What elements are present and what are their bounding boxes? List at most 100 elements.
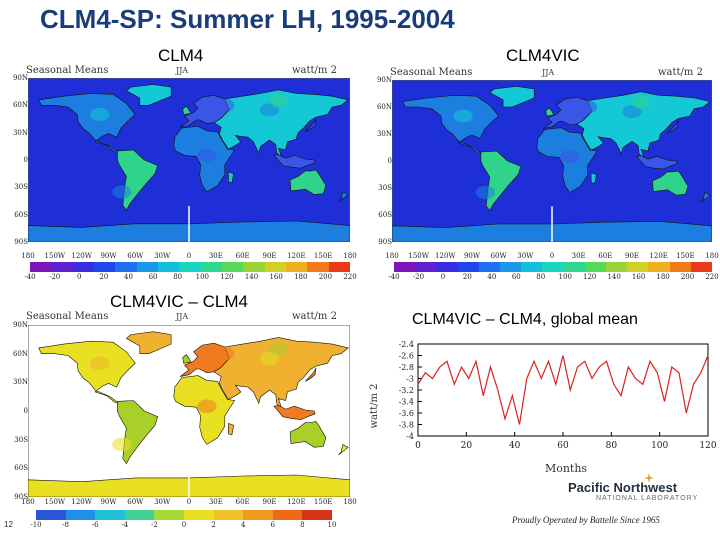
world-map: [392, 80, 712, 242]
colorbar-segment: [243, 262, 265, 272]
tick-label: 150E: [313, 252, 333, 260]
colorbar-segment: [179, 262, 201, 272]
greenland: [489, 85, 535, 108]
y-tick-label: -3.2: [399, 386, 414, 395]
chart-x-label: Months: [545, 462, 587, 475]
tick-label: 90N: [12, 74, 28, 82]
field-patch: [595, 118, 615, 132]
map-header-left: Seasonal Means: [390, 67, 473, 78]
tick-label: 2: [211, 521, 216, 529]
tick-label: 30E: [208, 252, 223, 260]
map-header-left: Seasonal Means: [26, 65, 109, 76]
field-patch: [197, 148, 217, 163]
x-tick-label: 80: [606, 441, 618, 451]
tick-label: 0: [181, 521, 187, 529]
pnnl-name: Pacific Northwest: [568, 480, 678, 495]
page-number: 12: [4, 520, 13, 529]
field-patch: [277, 126, 298, 140]
field-patch: [112, 437, 132, 452]
asia: [213, 89, 349, 159]
indonesia: [273, 154, 316, 169]
tick-label: 60S: [378, 211, 392, 219]
colorbar-segment: [95, 510, 125, 520]
colorbar-segment: [72, 262, 94, 272]
tick-label: 90N: [12, 321, 28, 329]
field-patch: [197, 399, 217, 414]
indonesia: [635, 155, 678, 170]
colorbar-segment: [500, 262, 522, 272]
field-patch: [215, 346, 235, 361]
tick-label: 90S: [378, 238, 392, 246]
colorbar-ticks: -40 -20 0 20 40 60 80 100 120 140 160 180 200 220: [388, 273, 718, 282]
colorbar-segment: [690, 262, 713, 272]
series-line: [417, 355, 709, 425]
map-y-axis: 90N 60N 30N 0 30S 60S 90S: [2, 321, 28, 501]
y-tick-label: -3.6: [399, 409, 414, 418]
y-tick-label: -3.8: [399, 421, 414, 430]
tick-label: 8: [300, 521, 305, 529]
colorbar-segment: [394, 262, 416, 272]
tick-label: 30N: [12, 378, 28, 387]
pnnl-star-icon: [644, 470, 654, 483]
tick-label: 140: [607, 273, 621, 281]
tick-label: 0: [387, 157, 392, 165]
tick-label: 180: [21, 252, 35, 260]
colorbar-segment: [648, 262, 670, 272]
colorbar-segment: [563, 262, 585, 272]
field-patch: [268, 94, 289, 108]
slide-title: CLM4-SP: Summer LH, 1995-2004: [40, 4, 455, 34]
map-y-axis: 90N 60N 30N 0 30S 60S 90S: [364, 76, 392, 246]
field-patch: [268, 342, 289, 356]
x-tick-label: 60: [557, 441, 569, 451]
field-patch: [577, 100, 598, 114]
asia: [576, 91, 711, 160]
tick-label: 60S: [14, 210, 28, 219]
map-title-clm4: CLM4: [158, 46, 204, 65]
x-tick-label: 20: [461, 441, 473, 451]
tick-label: 0: [549, 252, 555, 260]
field-patch: [300, 176, 320, 190]
tick-label: 150W: [44, 252, 66, 260]
tick-label: -40: [24, 273, 36, 281]
tick-label: 90E: [262, 498, 277, 506]
tick-label: 30W: [154, 498, 171, 506]
colorbar-segment: [200, 262, 222, 272]
new-zealand: [338, 443, 349, 456]
tick-label: -8: [62, 521, 70, 529]
x-tick-label: 120: [699, 441, 716, 451]
tick-label: 0: [186, 252, 192, 260]
x-tick-label: 40: [509, 441, 521, 451]
tick-label: 60W: [127, 498, 144, 506]
map-header-units: watt/m 2: [658, 67, 703, 78]
y-tick-label: -3: [406, 375, 414, 384]
chart-title: CLM4VIC – CLM4, global mean: [412, 311, 638, 328]
colorbar-segment: [457, 262, 479, 272]
tick-label: 90E: [624, 252, 640, 260]
field-patch: [662, 177, 682, 190]
tick-label: 80: [173, 273, 183, 281]
uk: [182, 105, 192, 115]
tick-label: 150E: [313, 498, 333, 506]
colorbar-ticks: -10 -8 -6 -4 -2 0 2 4 6 8 10: [30, 521, 336, 531]
tick-label: 180: [21, 498, 35, 506]
field-patch: [233, 365, 253, 380]
tick-label: 180: [294, 273, 308, 281]
tick-label: 30W: [154, 252, 171, 260]
field-patch: [125, 413, 145, 428]
field-patch: [125, 162, 145, 176]
map-x-axis: 180 150W 120W 90W 60W 30W 0 30E 60E 90E 120E 150E 18…: [21, 498, 356, 508]
y-tick-label: -2.4: [399, 340, 414, 349]
tick-label: -20: [48, 273, 61, 281]
colorbar: [36, 510, 332, 520]
y-tick-label: -4: [406, 432, 414, 441]
tick-label: 120W: [435, 252, 456, 260]
field-patch: [631, 96, 651, 109]
tick-label: 180: [343, 252, 357, 260]
map-title-diff: CLM4VIC – CLM4: [110, 292, 248, 311]
colorbar-segment: [30, 262, 52, 272]
tick-label: 80: [536, 273, 546, 281]
north-america: [402, 94, 500, 155]
pnnl-sub: NATIONAL LABORATORY: [596, 495, 699, 502]
colorbar-segment: [669, 262, 691, 272]
tick-label: 30S: [378, 184, 392, 192]
